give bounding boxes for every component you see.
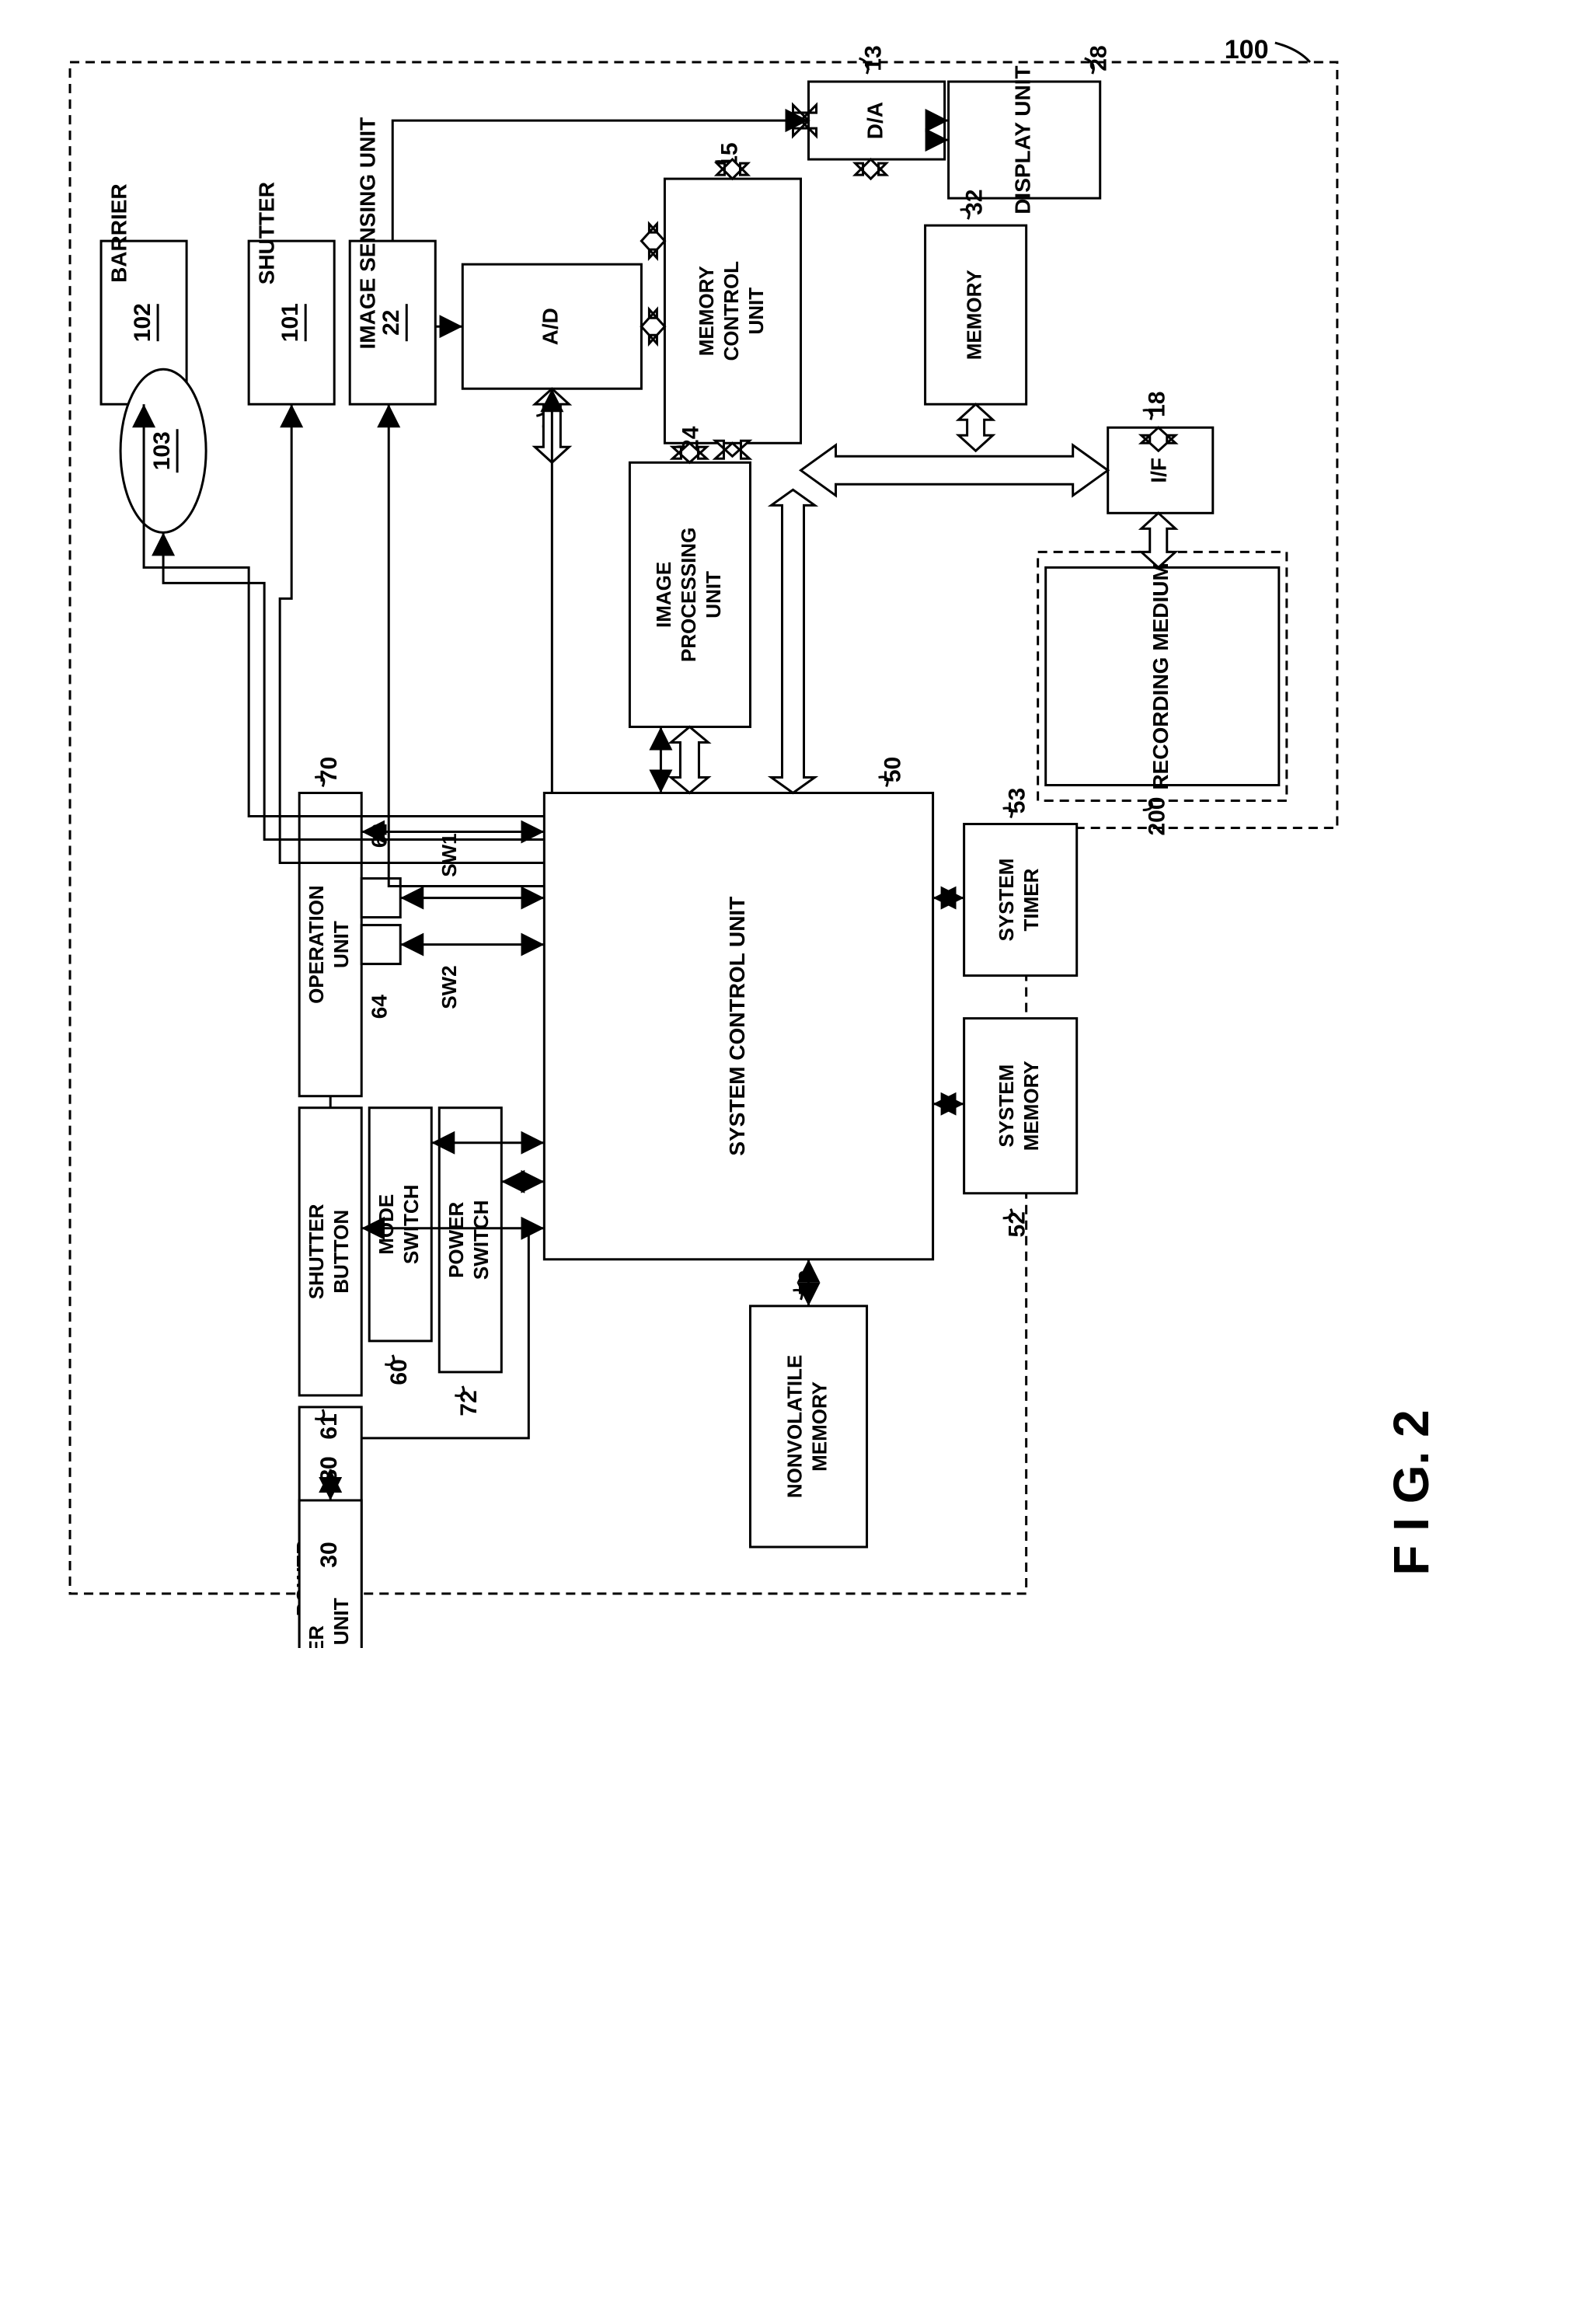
svg-text:BUTTON: BUTTON: [329, 1210, 353, 1294]
svg-text:70: 70: [316, 757, 342, 782]
svg-text:22: 22: [378, 310, 404, 336]
svg-text:A/D: A/D: [539, 308, 563, 345]
svg-text:SUPPLY UNIT: SUPPLY UNIT: [329, 1598, 353, 1648]
svg-text:POWER: POWER: [305, 1625, 328, 1648]
svg-text:UNIT: UNIT: [744, 287, 768, 335]
svg-text:UNIT: UNIT: [329, 921, 353, 968]
svg-text:RECORDING MEDIUM: RECORDING MEDIUM: [1149, 563, 1173, 789]
figure-label: F I G. 2: [1383, 1409, 1439, 1575]
svg-text:64: 64: [368, 995, 392, 1019]
svg-text:SYSTEM CONTROL UNIT: SYSTEM CONTROL UNIT: [725, 897, 749, 1156]
svg-text:200: 200: [1145, 796, 1170, 835]
svg-text:SWITCH: SWITCH: [399, 1185, 423, 1265]
svg-text:MEMORY: MEMORY: [962, 270, 985, 360]
svg-text:BARRIER: BARRIER: [106, 183, 131, 283]
svg-text:CONTROL: CONTROL: [720, 261, 743, 361]
svg-text:SHUTTER: SHUTTER: [255, 182, 279, 284]
svg-text:52: 52: [1005, 1211, 1030, 1237]
svg-text:13: 13: [860, 45, 886, 71]
svg-text:SYSTEM: SYSTEM: [995, 1064, 1018, 1148]
svg-text:I/F: I/F: [1147, 458, 1171, 483]
svg-text:18: 18: [1145, 392, 1170, 417]
svg-text:SYSTEM: SYSTEM: [995, 859, 1018, 942]
svg-text:OPERATION: OPERATION: [305, 885, 328, 1004]
outer-ref: 100: [1225, 35, 1269, 64]
svg-text:IMAGE SENSING UNIT: IMAGE SENSING UNIT: [356, 117, 380, 350]
svg-text:32: 32: [962, 189, 988, 214]
svg-text:POWER: POWER: [444, 1201, 468, 1277]
svg-text:PROCESSING: PROCESSING: [677, 528, 700, 662]
svg-text:IMAGE: IMAGE: [652, 562, 675, 628]
svg-text:80: 80: [316, 1456, 342, 1482]
svg-text:102: 102: [130, 303, 155, 342]
svg-text:53: 53: [1005, 788, 1030, 814]
svg-text:MEMORY: MEMORY: [1020, 1061, 1043, 1151]
svg-text:61: 61: [316, 1413, 342, 1439]
svg-text:UNIT: UNIT: [702, 571, 725, 618]
svg-text:103: 103: [149, 431, 175, 470]
svg-text:SWITCH: SWITCH: [469, 1200, 493, 1280]
svg-text:MODE: MODE: [375, 1194, 398, 1255]
svg-text:NONVOLATILE: NONVOLATILE: [783, 1355, 806, 1498]
svg-text:60: 60: [386, 1359, 412, 1385]
svg-text:50: 50: [880, 757, 905, 782]
svg-text:28: 28: [1086, 45, 1112, 71]
svg-text:D/A: D/A: [863, 102, 887, 139]
svg-text:56: 56: [794, 1270, 820, 1295]
svg-text:SW2: SW2: [437, 965, 461, 1009]
svg-text:SHUTTER: SHUTTER: [305, 1204, 328, 1299]
svg-text:DISPLAY UNIT: DISPLAY UNIT: [1011, 65, 1035, 214]
svg-text:101: 101: [277, 303, 303, 342]
svg-text:72: 72: [456, 1390, 482, 1416]
svg-text:TIMER: TIMER: [1020, 868, 1043, 931]
svg-text:30: 30: [316, 1542, 342, 1567]
svg-text:MEMORY: MEMORY: [695, 266, 718, 356]
svg-text:MEMORY: MEMORY: [807, 1382, 831, 1472]
